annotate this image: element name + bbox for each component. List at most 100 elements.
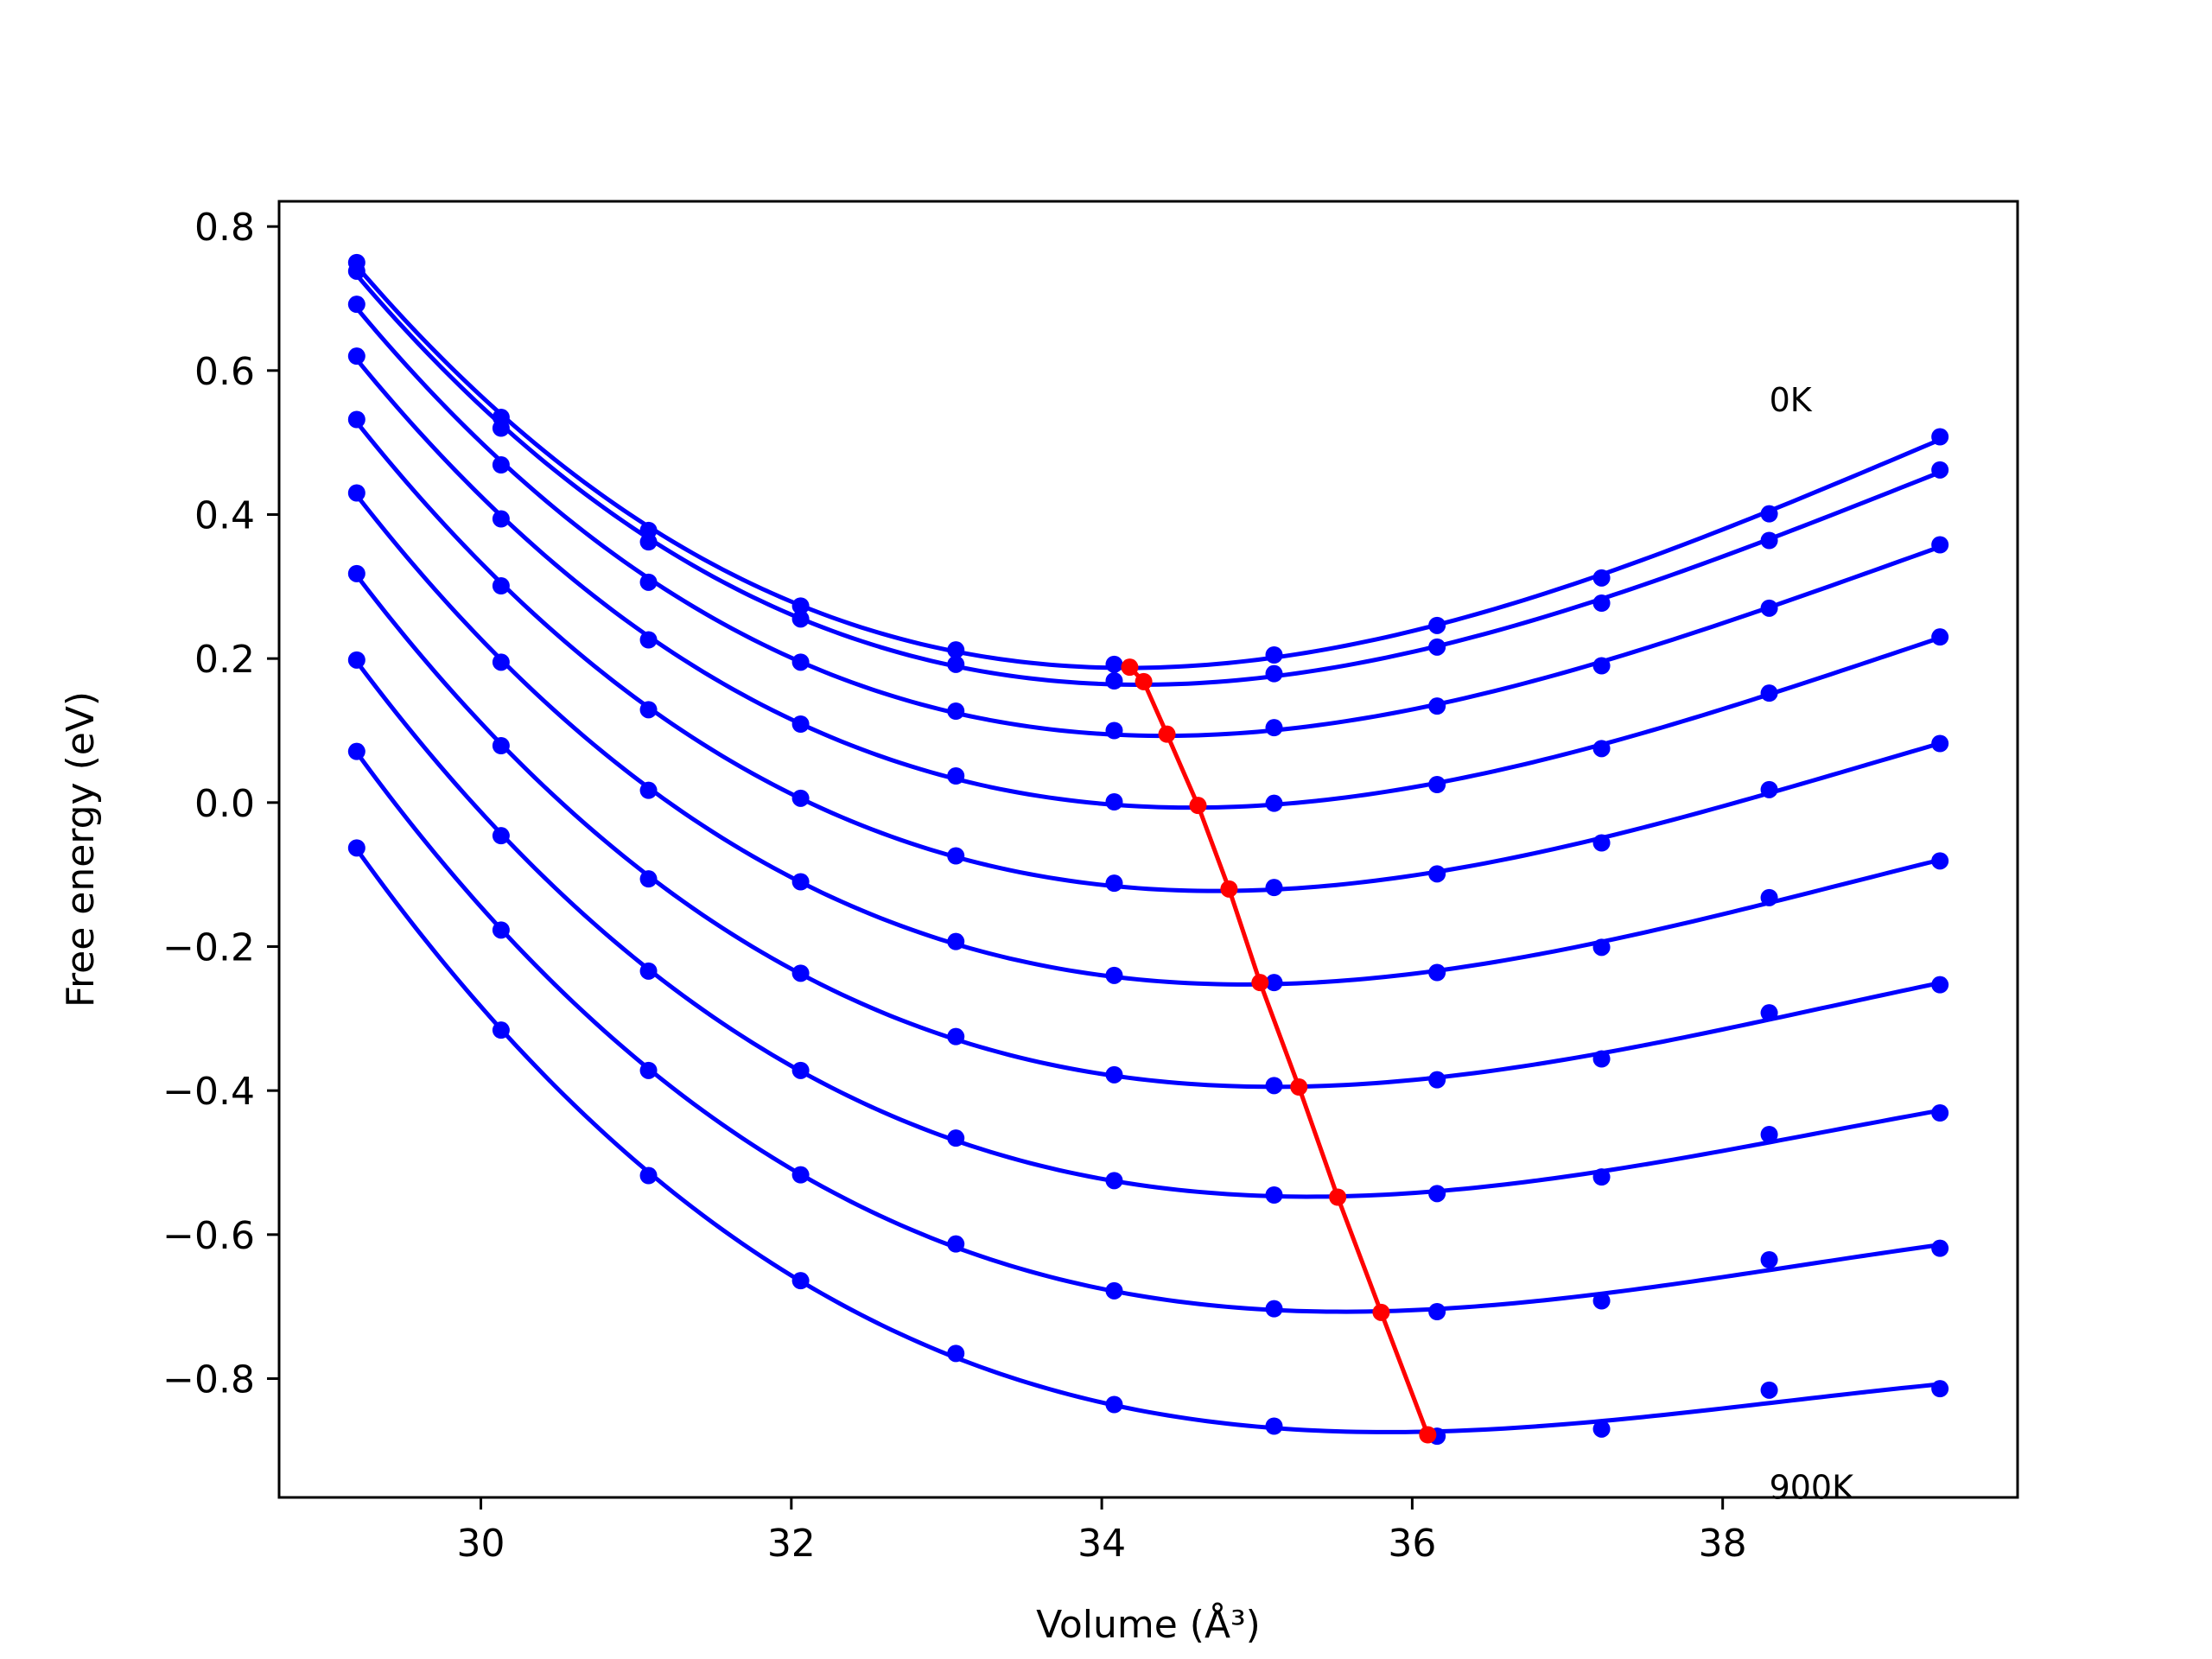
data-point-s3-p3 bbox=[791, 715, 810, 733]
data-point-s9-p4 bbox=[947, 1344, 965, 1363]
data-point-s0-p10 bbox=[1931, 428, 1949, 446]
data-point-s5-p7 bbox=[1428, 963, 1446, 982]
minimum-path-point-3 bbox=[1189, 797, 1207, 815]
minimum-path-point-2 bbox=[1158, 725, 1176, 743]
data-point-s4-p4 bbox=[947, 847, 965, 865]
data-point-s9-p2 bbox=[639, 1166, 658, 1185]
isotherm-curve-2 bbox=[354, 306, 1942, 739]
data-point-s8-p1 bbox=[492, 921, 510, 939]
data-point-s6-p7 bbox=[1428, 1071, 1446, 1089]
data-point-s0-p7 bbox=[1428, 616, 1446, 634]
data-point-s7-p4 bbox=[947, 1129, 965, 1147]
minimum-path-point-1 bbox=[1135, 672, 1153, 690]
plot-area bbox=[347, 253, 1949, 1446]
y-tick-label-0: 0.8 bbox=[194, 206, 255, 250]
data-point-s1-p10 bbox=[1931, 461, 1949, 479]
data-point-s4-p1 bbox=[492, 577, 510, 594]
y-axis-ticks: 0.8 0.6 0.4 0.2 0.0 −0.2 −0.4 −0.6 −0.8 bbox=[162, 206, 279, 1402]
data-point-s9-p3 bbox=[791, 1272, 810, 1290]
data-point-s5-p4 bbox=[947, 932, 965, 950]
data-point-s5-p5 bbox=[1105, 966, 1123, 984]
y-tick-label-3: 0.2 bbox=[194, 638, 255, 682]
isotherm-curve-3 bbox=[354, 357, 1942, 810]
data-point-s1-p0 bbox=[347, 262, 365, 280]
data-point-s7-p0 bbox=[347, 651, 365, 669]
data-point-s1-p8 bbox=[1592, 594, 1611, 612]
data-point-s2-p0 bbox=[347, 296, 365, 314]
data-point-s8-p2 bbox=[639, 1061, 658, 1079]
minimum-path-point-0 bbox=[1121, 658, 1139, 677]
data-point-s2-p8 bbox=[1592, 657, 1611, 675]
data-point-s4-p3 bbox=[791, 789, 810, 807]
data-point-s5-p0 bbox=[347, 484, 365, 502]
data-point-s2-p9 bbox=[1760, 599, 1778, 617]
x-tick-label-1: 32 bbox=[767, 1522, 816, 1566]
data-point-s9-p6 bbox=[1265, 1417, 1283, 1435]
data-point-s7-p10 bbox=[1931, 1104, 1949, 1122]
data-point-s2-p5 bbox=[1105, 721, 1123, 740]
data-point-s0-p3 bbox=[791, 597, 810, 615]
annotation-900k: 900K bbox=[1770, 1469, 1855, 1507]
y-tick-label-2: 0.4 bbox=[194, 494, 255, 538]
isotherm-curve-0 bbox=[354, 264, 1942, 671]
data-point-s5-p2 bbox=[639, 781, 658, 799]
data-point-s4-p2 bbox=[639, 701, 658, 719]
minimum-path-line bbox=[1127, 664, 1430, 1437]
data-point-s8-p10 bbox=[1931, 1239, 1949, 1257]
data-point-s8-p7 bbox=[1428, 1303, 1446, 1320]
x-tick-label-2: 34 bbox=[1077, 1522, 1126, 1566]
data-point-s0-p5 bbox=[1105, 655, 1123, 673]
data-point-s4-p5 bbox=[1105, 874, 1123, 893]
x-tick-label-0: 30 bbox=[457, 1522, 505, 1566]
y-axis-label: Free energy (eV) bbox=[59, 691, 103, 1007]
data-point-s5-p1 bbox=[492, 653, 510, 671]
data-point-s6-p8 bbox=[1592, 1050, 1611, 1068]
data-point-s6-p3 bbox=[791, 964, 810, 982]
x-tick-label-4: 38 bbox=[1699, 1522, 1747, 1566]
data-point-s2-p4 bbox=[947, 702, 965, 720]
isotherm-curve-7 bbox=[354, 659, 1942, 1199]
data-point-s6-p1 bbox=[492, 737, 510, 754]
data-point-s1-p2 bbox=[639, 533, 658, 551]
isotherm-curve-9 bbox=[354, 847, 1942, 1434]
data-point-s8-p8 bbox=[1592, 1292, 1611, 1310]
data-point-s9-p10 bbox=[1931, 1380, 1949, 1398]
data-point-s3-p2 bbox=[639, 631, 658, 649]
data-point-s9-p5 bbox=[1105, 1395, 1123, 1414]
data-point-s8-p4 bbox=[947, 1235, 965, 1253]
annotation-0k: 0K bbox=[1770, 381, 1813, 419]
data-point-s5-p6 bbox=[1265, 974, 1283, 992]
data-point-s8-p5 bbox=[1105, 1281, 1123, 1300]
data-point-s8-p3 bbox=[791, 1166, 810, 1184]
data-point-s7-p7 bbox=[1428, 1185, 1446, 1203]
data-point-s7-p6 bbox=[1265, 1186, 1283, 1204]
data-point-s4-p9 bbox=[1760, 780, 1778, 798]
y-tick-label-1: 0.6 bbox=[194, 350, 255, 394]
minimum-path-point-4 bbox=[1220, 880, 1238, 898]
y-tick-label-4: 0.0 bbox=[194, 782, 255, 826]
data-point-s3-p6 bbox=[1265, 794, 1283, 812]
data-point-s1-p1 bbox=[492, 419, 510, 437]
y-tick-label-5: −0.2 bbox=[162, 926, 255, 970]
data-point-s2-p7 bbox=[1428, 697, 1446, 715]
data-point-s0-p6 bbox=[1265, 646, 1283, 664]
y-tick-label-6: −0.4 bbox=[162, 1070, 255, 1114]
data-point-s5-p8 bbox=[1592, 938, 1611, 957]
data-point-s1-p9 bbox=[1760, 531, 1778, 550]
data-point-s9-p9 bbox=[1760, 1381, 1778, 1399]
data-point-s0-p8 bbox=[1592, 569, 1611, 587]
x-tick-label-3: 36 bbox=[1388, 1522, 1436, 1566]
data-point-s3-p8 bbox=[1592, 740, 1611, 758]
data-point-s6-p5 bbox=[1105, 1065, 1123, 1084]
data-point-s3-p1 bbox=[492, 510, 510, 528]
data-point-s3-p5 bbox=[1105, 793, 1123, 810]
minimum-path-point-5 bbox=[1251, 974, 1269, 992]
data-point-s0-p4 bbox=[947, 641, 965, 659]
y-tick-label-7: −0.6 bbox=[162, 1214, 255, 1258]
data-point-s4-p6 bbox=[1265, 879, 1283, 897]
minimum-path-point-8 bbox=[1372, 1303, 1390, 1321]
data-point-s6-p6 bbox=[1265, 1077, 1283, 1095]
data-point-s2-p2 bbox=[639, 573, 658, 591]
